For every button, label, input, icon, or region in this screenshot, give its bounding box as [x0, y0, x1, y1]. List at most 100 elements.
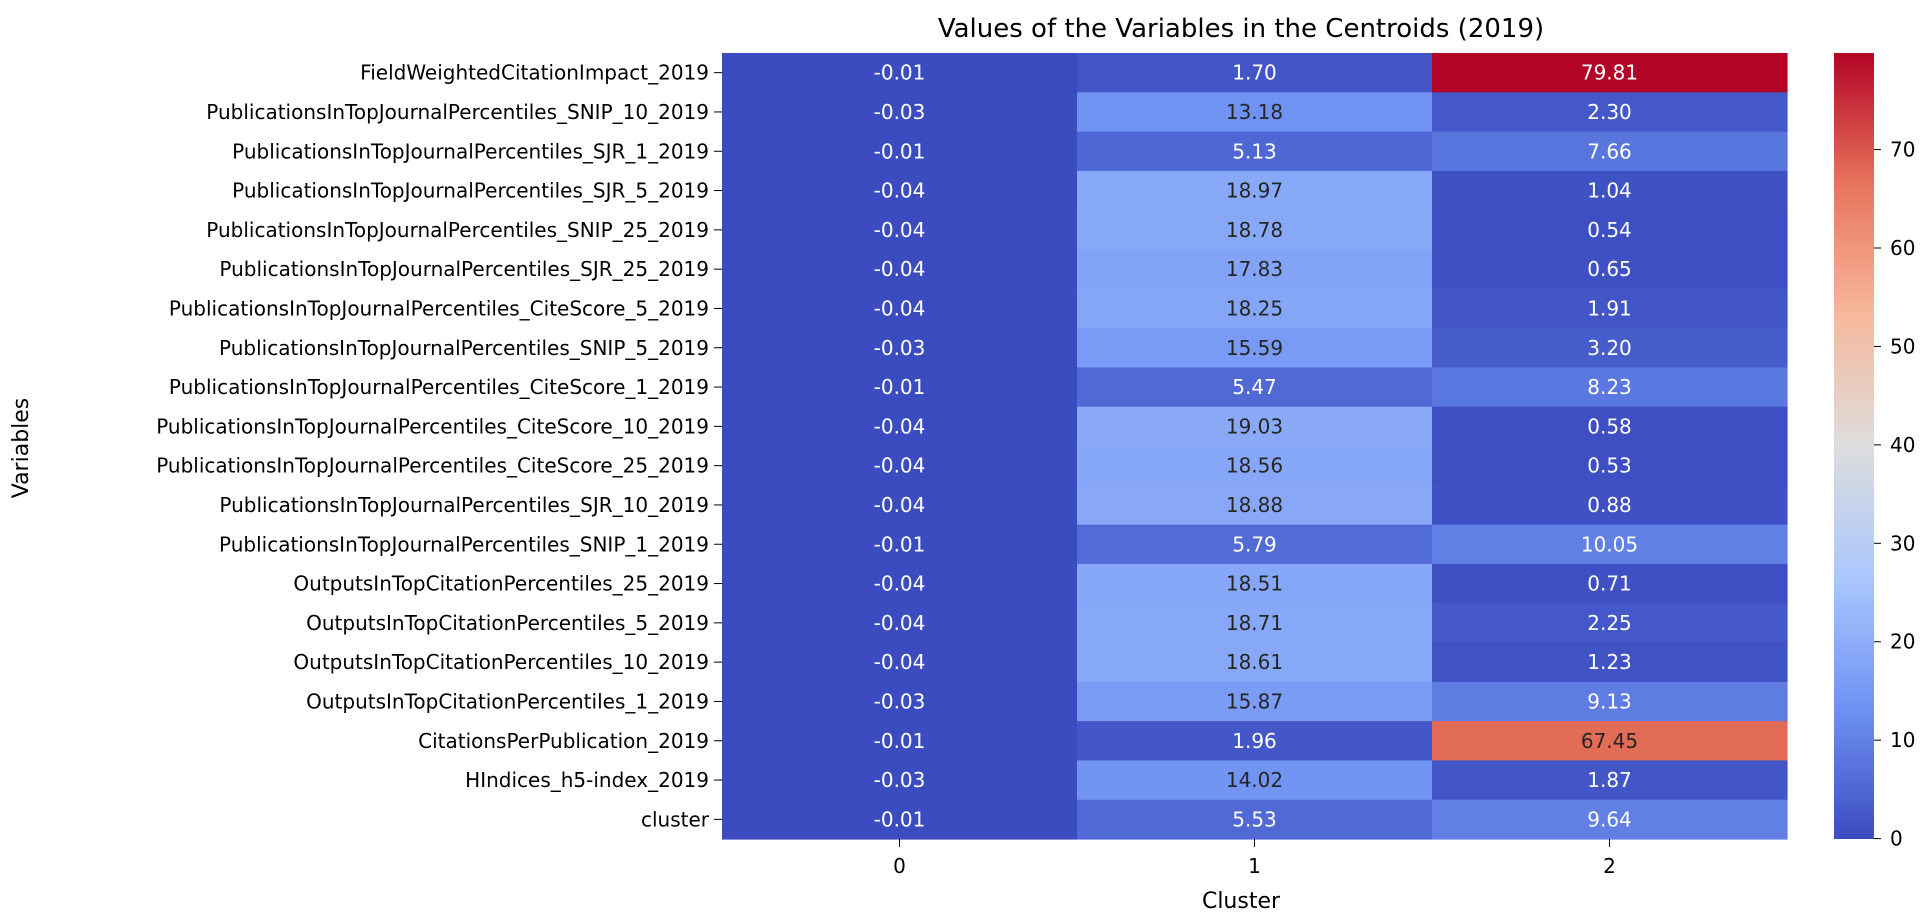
heatmap-cell — [722, 406, 1078, 447]
cell-value-label: 3.20 — [1587, 336, 1632, 360]
y-tick-label: OutputsInTopCitationPercentiles_25_2019 — [293, 572, 709, 596]
heatmap-cell — [1432, 210, 1788, 251]
y-tick-label: HIndices_h5-index_2019 — [465, 768, 709, 792]
colorbar-tick-label: 50 — [1890, 334, 1915, 358]
y-tick-label: PublicationsInTopJournalPercentiles_Cite… — [156, 414, 709, 438]
cell-value-label: -0.04 — [874, 611, 926, 635]
colorbar-tick-label: 70 — [1890, 138, 1915, 162]
heatmap-cell — [1432, 328, 1788, 368]
heatmap-cell — [1077, 170, 1433, 211]
cell-value-label: 1.96 — [1232, 729, 1277, 753]
y-tick-label: PublicationsInTopJournalPercentiles_Cite… — [169, 296, 709, 320]
heatmap-cell — [722, 170, 1078, 211]
cell-value-label: -0.03 — [874, 336, 926, 360]
y-tick-label: PublicationsInTopJournalPercentiles_SNIP… — [219, 336, 709, 360]
heatmap-cell — [1077, 799, 1433, 840]
x-tick-label: 0 — [893, 854, 906, 878]
cell-value-label: 2.30 — [1587, 100, 1632, 124]
colorbar — [1834, 53, 1874, 839]
cell-value-label: 9.64 — [1587, 807, 1632, 831]
heatmap-cell — [1077, 367, 1433, 408]
colorbar-ticks: 0 10 20 30 40 50 60 70 — [1874, 138, 1915, 851]
cell-value-label: 1.87 — [1587, 768, 1632, 792]
heatmap-cell — [1432, 563, 1788, 604]
y-tick-label: PublicationsInTopJournalPercentiles_SNIP… — [219, 532, 709, 556]
colorbar-tick-label: 60 — [1890, 236, 1915, 260]
colorbar-gradient — [1834, 53, 1874, 839]
cell-value-label: 19.03 — [1226, 414, 1283, 438]
cell-value-label: 10.05 — [1581, 532, 1638, 556]
heatmap-cell — [1432, 288, 1788, 329]
y-axis-label: Variables — [9, 398, 34, 499]
cell-value-label: -0.01 — [874, 139, 926, 163]
heatmap-cell — [722, 53, 1078, 93]
heatmap-cell — [722, 563, 1078, 604]
cell-value-label: 0.88 — [1587, 493, 1632, 517]
heatmap-cell — [1432, 681, 1788, 722]
heatmap-cell — [722, 721, 1078, 761]
heatmap-cells — [722, 53, 1788, 840]
y-tick-label: OutputsInTopCitationPercentiles_5_2019 — [306, 611, 709, 635]
cell-value-label: 7.66 — [1587, 139, 1632, 163]
y-tick-label: cluster — [641, 807, 710, 831]
heatmap-cell — [1077, 210, 1433, 251]
cell-value-label: -0.01 — [874, 807, 926, 831]
cell-value-label: 18.25 — [1226, 296, 1283, 320]
colorbar-tick-label: 20 — [1890, 630, 1915, 654]
cell-value-label: 17.83 — [1226, 257, 1283, 281]
heatmap-cell — [1432, 170, 1788, 211]
colorbar-tick-label: 40 — [1890, 433, 1915, 457]
cell-value-label: -0.04 — [874, 218, 926, 242]
cell-value-label: -0.04 — [874, 572, 926, 596]
heatmap-cell — [722, 681, 1078, 722]
cell-value-label: -0.01 — [874, 61, 926, 85]
heatmap-cell — [722, 92, 1078, 133]
heatmap-cell — [722, 288, 1078, 329]
heatmap-cell — [1432, 603, 1788, 644]
heatmap-cell — [1432, 524, 1788, 565]
y-tick-label: PublicationsInTopJournalPercentiles_SJR_… — [219, 257, 709, 281]
heatmap-cell — [722, 799, 1078, 840]
cell-value-label: -0.04 — [874, 650, 926, 674]
heatmap-cell — [1432, 53, 1788, 93]
heatmap-cell — [1077, 92, 1433, 133]
heatmap-cell — [1432, 446, 1788, 486]
cell-value-label: 1.04 — [1587, 179, 1632, 203]
heatmap-cell — [1077, 131, 1433, 172]
y-tick-label: PublicationsInTopJournalPercentiles_SJR_… — [232, 179, 709, 203]
cell-value-label: 0.65 — [1587, 257, 1632, 281]
cell-value-label: 5.79 — [1232, 532, 1277, 556]
cell-value-label: 18.88 — [1226, 493, 1283, 517]
cell-value-label: 13.18 — [1226, 100, 1283, 124]
heatmap-cell — [722, 446, 1078, 486]
cell-value-label: 0.58 — [1587, 414, 1632, 438]
cell-value-label: -0.01 — [874, 729, 926, 753]
cell-value-label: -0.04 — [874, 454, 926, 478]
cell-value-label: 15.87 — [1226, 689, 1283, 713]
heatmap-cell — [1077, 563, 1433, 604]
cell-value-label: 18.71 — [1226, 611, 1283, 635]
cell-value-label: 0.71 — [1587, 572, 1632, 596]
cell-value-label: 18.78 — [1226, 218, 1283, 242]
heatmap-cell — [722, 131, 1078, 172]
y-tick-label: FieldWeightedCitationImpact_2019 — [360, 61, 709, 85]
heatmap-cell — [722, 524, 1078, 565]
heatmap-cell — [1077, 446, 1433, 486]
cell-value-label: 14.02 — [1226, 768, 1283, 792]
cell-value-label: 67.45 — [1581, 729, 1638, 753]
heatmap-cell — [1432, 367, 1788, 408]
cell-value-label: -0.01 — [874, 532, 926, 556]
heatmap-cell — [722, 210, 1078, 251]
cell-value-label: -0.04 — [874, 257, 926, 281]
y-tick-label: PublicationsInTopJournalPercentiles_SJR_… — [232, 139, 709, 163]
heatmap-cell — [1077, 288, 1433, 329]
heatmap-cell — [722, 760, 1078, 801]
cell-value-label: 18.56 — [1226, 454, 1283, 478]
heatmap-cell — [1432, 642, 1788, 683]
cell-value-label: -0.04 — [874, 179, 926, 203]
cell-value-label: 18.97 — [1226, 179, 1283, 203]
colorbar-tick-label: 0 — [1890, 827, 1903, 851]
heatmap-cell — [722, 642, 1078, 683]
heatmap-cell — [722, 328, 1078, 368]
